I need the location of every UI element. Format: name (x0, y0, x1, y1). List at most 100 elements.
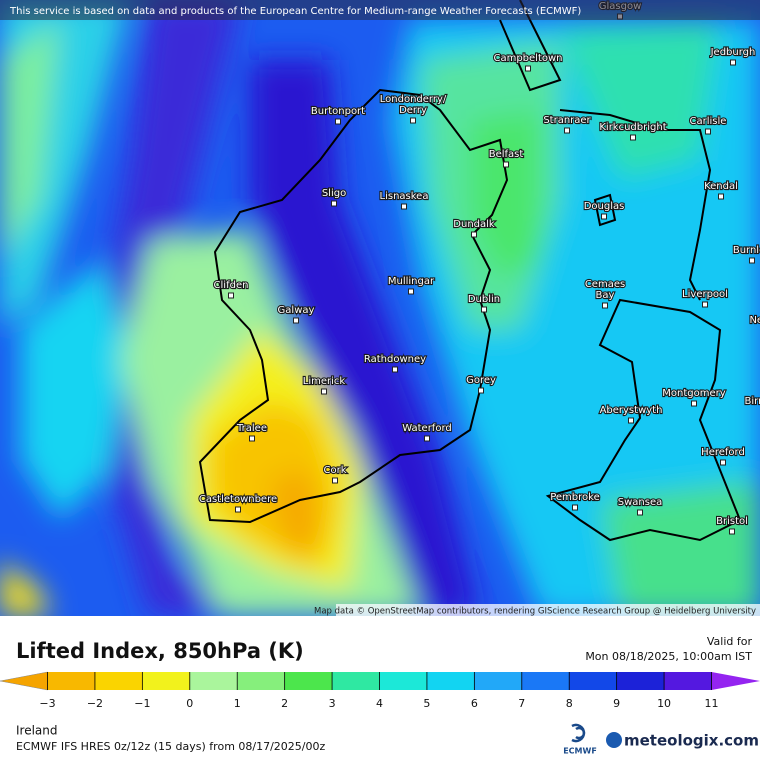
place-label: Burtonport (311, 106, 365, 117)
logo[interactable]: meteologix.com (624, 732, 759, 750)
colorbar-bin (284, 672, 333, 690)
colorbar-bin (332, 672, 380, 690)
region: Ireland (16, 724, 58, 738)
place-marker (525, 65, 531, 72)
colorbar-bin (664, 672, 712, 690)
place-label: Belfast (489, 149, 524, 160)
colorbar-tick-label: −1 (134, 697, 150, 710)
place-label: Tralee (236, 423, 267, 434)
place-marker (602, 302, 608, 309)
colorbar-bin (521, 672, 570, 690)
place-marker (564, 127, 570, 134)
place-label: Bay (596, 290, 615, 301)
colorbar-bin (237, 672, 285, 690)
place-marker (471, 231, 477, 238)
colorbar-tick-label: −2 (87, 697, 103, 710)
colorbar-bin (616, 672, 665, 690)
colorbar: −3 −2 −1 0 1 2 3 4 5 6 7 8 9 10 11 (0, 671, 760, 710)
colorbar-tick-label: 5 (423, 697, 430, 710)
place-marker (249, 435, 255, 442)
place-marker (749, 257, 755, 264)
place-label: Birmingham (745, 396, 760, 407)
colorbar-tick-label: 4 (376, 697, 383, 710)
place-marker (335, 118, 341, 125)
valid-time: Mon 08/18/2025, 10:00am IST (585, 650, 752, 663)
colorbar-tick-label: 7 (518, 697, 525, 710)
place-marker (630, 134, 636, 141)
place-label: Castletownbere (199, 494, 277, 505)
colorbar-bin (142, 672, 190, 690)
place-label: Rathdowney (364, 354, 426, 365)
place-marker (601, 213, 607, 220)
colorbar-tick-label: 2 (281, 697, 288, 710)
place-marker (702, 301, 708, 308)
colorbar-bin (189, 672, 238, 690)
place-label: Campbeltown (493, 53, 562, 64)
place-label: Bristol (716, 516, 748, 527)
legend-title: Lifted Index, 850hPa (K) (16, 639, 304, 663)
notice-bar (0, 0, 760, 20)
place-label: Hereford (701, 447, 745, 458)
colorbar-under (0, 671, 48, 691)
notice: This service is based on data and produc… (9, 6, 581, 17)
colorbar-bin (379, 672, 427, 690)
place-label: Swansea (618, 497, 662, 508)
place-marker (293, 317, 299, 324)
place-label: Gorey (466, 375, 496, 386)
colorbar-bin (94, 672, 143, 690)
colorbar-tick-label: 6 (471, 697, 478, 710)
place-marker (481, 306, 487, 313)
place-marker (228, 292, 234, 299)
place-label: Londonderry/ (380, 94, 447, 105)
attribution-bg (336, 604, 760, 616)
ecmwf-logo: ECMWF (563, 723, 597, 756)
colorbar-bin (569, 672, 617, 690)
place-label: Sligo (322, 188, 346, 199)
place-label: Carlisle (690, 116, 727, 127)
place-marker (332, 477, 338, 484)
attribution[interactable]: Map data © OpenStreetMap contributors, r… (314, 607, 756, 617)
place-marker (478, 387, 484, 394)
place-marker (331, 200, 337, 207)
colorbar-tick-label: 3 (329, 697, 336, 710)
place-marker (408, 288, 414, 295)
place-label: Cork (323, 465, 346, 476)
logo-icon (606, 732, 622, 748)
valid-label: Valid for (707, 635, 753, 648)
place-marker (503, 161, 509, 168)
place-marker (720, 459, 726, 466)
colorbar-tick-label: 11 (705, 697, 719, 710)
place-marker (691, 400, 697, 407)
place-marker (424, 435, 430, 442)
ecmwf-text: ECMWF (563, 747, 597, 756)
colorbar-bin (474, 672, 522, 690)
place-marker (572, 504, 578, 511)
place-marker (718, 193, 724, 200)
place-label: Kendal (704, 181, 738, 192)
place-label: Aberystwyth (600, 405, 663, 416)
place-label: Lisnaskea (380, 191, 429, 202)
place-marker (628, 417, 634, 424)
place-marker (705, 128, 711, 135)
place-label: Pembroke (550, 492, 600, 503)
place-marker (410, 117, 416, 124)
place-marker (729, 528, 735, 535)
colorbar-over (711, 672, 760, 690)
place-label: Cemaes (585, 279, 625, 290)
coastlines (198, 0, 742, 542)
place-label: Limerick (303, 376, 346, 387)
place-label: Montgomery (662, 388, 725, 399)
place-label: Mullingar (388, 276, 435, 287)
colorbar-tick-label: 8 (566, 697, 573, 710)
colorbar-tick-label: 10 (657, 697, 671, 710)
place-label: Derry (399, 105, 427, 116)
place-label: Galway (278, 305, 315, 316)
place-label: Clifden (214, 280, 249, 291)
place-label: Dublin (468, 294, 500, 305)
place-label: Waterford (402, 423, 451, 434)
model-info: ECMWF IFS HRES 0z/12z (15 days) from 08/… (16, 740, 326, 753)
place-marker (392, 366, 398, 373)
place-label: Newcastle- (749, 315, 760, 326)
map: GlasgowJedburghCampbeltownBurtonportLond… (0, 0, 760, 617)
